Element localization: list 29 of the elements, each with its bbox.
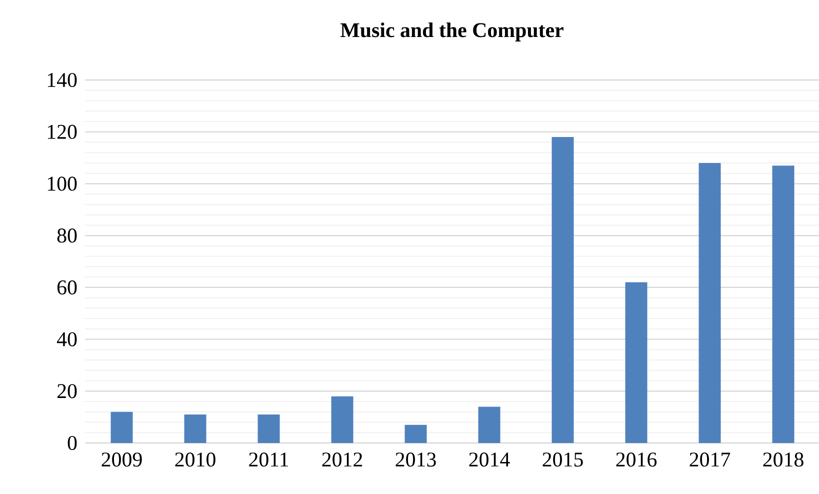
x-tick-label: 2009: [102, 452, 142, 467]
x-tick-label: 2017: [690, 452, 730, 467]
bar: [258, 414, 280, 443]
bar: [404, 424, 427, 443]
y-tick-label: 60: [57, 280, 77, 294]
y-tick-label: 20: [57, 384, 77, 398]
y-tick-label: 80: [57, 228, 77, 243]
bar: [625, 282, 648, 443]
bar: [552, 137, 574, 443]
x-tick-label: 2018: [763, 452, 804, 467]
y-tick-label: 40: [56, 332, 77, 346]
x-tick-label: 2013: [396, 452, 436, 467]
bar: [772, 166, 794, 443]
y-tick-label: 0: [68, 436, 77, 450]
y-tick-label: 100: [48, 176, 77, 191]
x-tick-label: 2010: [175, 452, 216, 467]
x-tick-label: 2012: [322, 452, 362, 467]
y-tick-label: 140: [48, 72, 77, 88]
bar: [478, 406, 500, 443]
y-tick-label: 120: [48, 124, 77, 139]
x-tick-label: 2014: [469, 452, 510, 467]
bar: [184, 414, 206, 443]
bar: [110, 412, 133, 443]
bar: [331, 396, 354, 443]
bar: [698, 162, 721, 443]
x-tick-label: 2011: [249, 452, 288, 467]
x-tick-label: 2015: [542, 452, 583, 467]
x-tick-label: 2016: [616, 452, 657, 467]
chart-title: Music and the Computer: [340, 22, 564, 42]
